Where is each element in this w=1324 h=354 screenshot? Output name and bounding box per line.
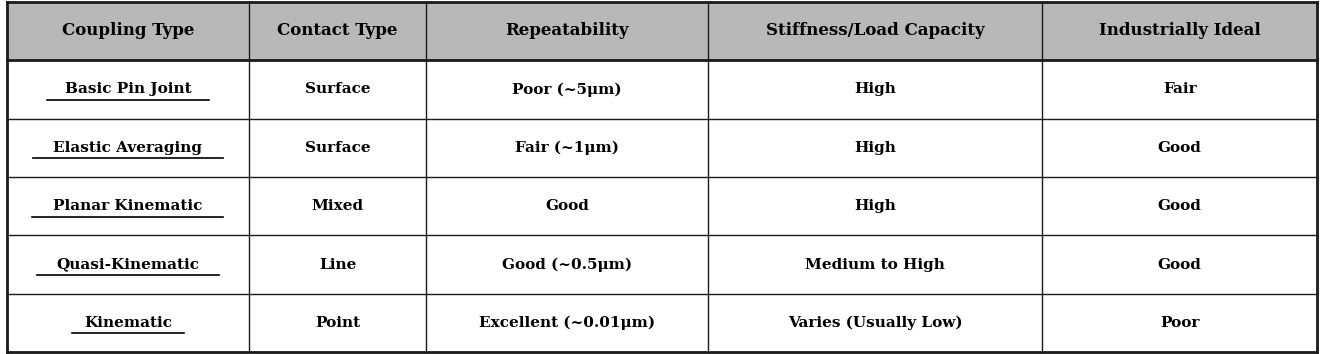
Bar [7,119,249,177]
Bar [249,177,426,235]
Text: High: High [854,82,896,96]
Text: Poor (~5μm): Poor (~5μm) [512,82,622,97]
Bar [7,177,249,235]
Bar [249,2,426,60]
Text: Elastic Averaging: Elastic Averaging [53,141,203,155]
Bar [1042,60,1317,119]
Text: Good: Good [1157,199,1202,213]
Text: High: High [854,199,896,213]
Text: Good: Good [545,199,589,213]
Bar [426,119,708,177]
Bar [1042,177,1317,235]
Text: Surface: Surface [305,82,371,96]
Text: Planar Kinematic: Planar Kinematic [53,199,203,213]
Bar [708,177,1042,235]
Text: Good: Good [1157,258,1202,272]
Text: Line: Line [319,258,356,272]
Bar [426,235,708,294]
Text: Point: Point [315,316,360,330]
Bar [708,60,1042,119]
Bar [1042,294,1317,352]
Bar [708,294,1042,352]
Text: Coupling Type: Coupling Type [62,22,195,40]
Text: Quasi-Kinematic: Quasi-Kinematic [57,258,200,272]
Text: High: High [854,141,896,155]
Bar [426,294,708,352]
Bar [7,235,249,294]
Bar [708,235,1042,294]
Text: Industrially Ideal: Industrially Ideal [1099,22,1260,40]
Bar [426,177,708,235]
Bar [7,2,249,60]
Bar [426,2,708,60]
Text: Good: Good [1157,141,1202,155]
Text: Fair: Fair [1162,82,1197,96]
Bar [708,2,1042,60]
Text: Good (~0.5μm): Good (~0.5μm) [502,257,632,272]
Text: Fair (~1μm): Fair (~1μm) [515,141,618,155]
Bar [249,119,426,177]
Bar [249,60,426,119]
Text: Basic Pin Joint: Basic Pin Joint [65,82,191,96]
Text: Kinematic: Kinematic [83,316,172,330]
Bar [426,60,708,119]
Text: Varies (Usually Low): Varies (Usually Low) [788,316,963,330]
Bar [1042,119,1317,177]
Text: Medium to High: Medium to High [805,258,945,272]
Bar [249,294,426,352]
Text: Poor: Poor [1160,316,1200,330]
Text: Stiffness/Load Capacity: Stiffness/Load Capacity [765,22,984,40]
Text: Mixed: Mixed [311,199,364,213]
Bar [1042,2,1317,60]
Text: Repeatability: Repeatability [506,22,629,40]
Text: Excellent (~0.01μm): Excellent (~0.01μm) [479,316,655,330]
Bar [249,235,426,294]
Text: Contact Type: Contact Type [278,22,397,40]
Bar [1042,235,1317,294]
Bar [7,294,249,352]
Bar [708,119,1042,177]
Bar [7,60,249,119]
Text: Surface: Surface [305,141,371,155]
